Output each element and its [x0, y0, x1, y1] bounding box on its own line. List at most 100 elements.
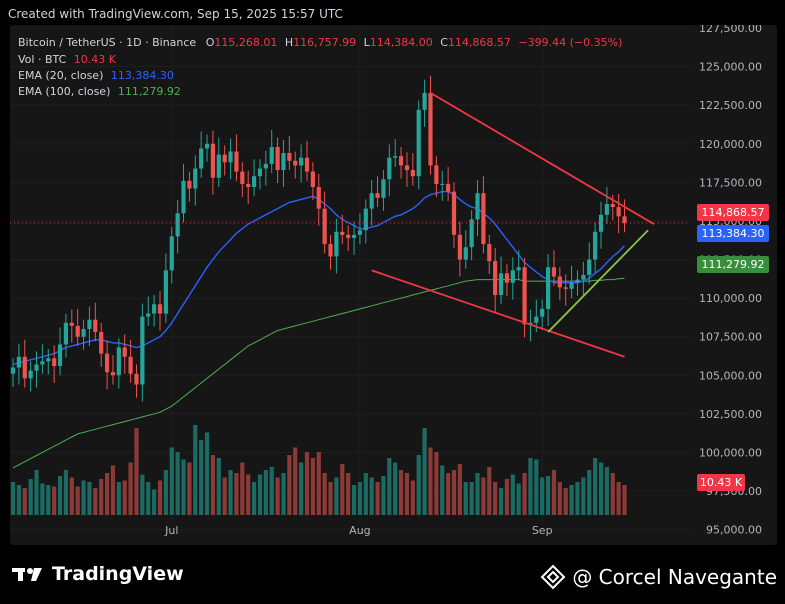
y-axis-tick-label: 102,500.00 [699, 408, 762, 421]
candle-body [387, 157, 392, 180]
candle-body [434, 165, 439, 184]
candle-body [234, 151, 239, 172]
tradingview-logo-icon [12, 568, 42, 581]
x-axis-tick-label: Jul [164, 524, 178, 537]
volume-bar [87, 482, 92, 515]
volume-bar [375, 482, 380, 515]
candle-body [187, 180, 192, 189]
candle-body [287, 153, 292, 161]
volume-bar [551, 470, 557, 515]
volume-bar [416, 455, 421, 515]
candle-body [310, 171, 315, 188]
volume-bar [475, 473, 480, 515]
volume-bar [598, 462, 604, 515]
volume-bar [275, 477, 280, 515]
volume-bar [563, 488, 568, 515]
candle-body [28, 370, 33, 379]
volume-bar [187, 462, 192, 515]
volume-bar [210, 455, 216, 515]
trendline-support [547, 229, 649, 333]
candle-body [316, 187, 321, 209]
candle-body [328, 244, 333, 257]
volume-bar [128, 462, 133, 515]
volume-bar [428, 447, 433, 515]
volume-bar [140, 474, 145, 515]
volume-bar [52, 486, 57, 515]
candle-body [134, 373, 139, 385]
candle-body [587, 259, 592, 275]
legend-ema100-row: EMA (100, close) 111,279.92 [18, 85, 181, 98]
volume-bar [181, 459, 186, 515]
volume-bar [204, 432, 210, 515]
volume-bar [75, 486, 80, 515]
volume-bar [604, 467, 609, 515]
legend-high: 116,757.99 [293, 36, 357, 49]
volume-bar [481, 477, 486, 515]
volume-bar [457, 464, 462, 515]
volume-bar [446, 473, 451, 515]
volume-bar [504, 479, 510, 515]
volume-bar [610, 473, 615, 515]
candle-body [269, 146, 274, 164]
volume-bar [322, 473, 327, 515]
candle-body [10, 367, 16, 374]
volume-bar [199, 440, 204, 515]
candle-body [152, 304, 157, 314]
volume-bar [228, 470, 233, 515]
candle-body [363, 208, 368, 231]
tradingview-logo[interactable]: TradingView [12, 563, 184, 585]
candle-body [304, 157, 310, 172]
candle-body [557, 276, 562, 288]
candle-body [140, 316, 145, 385]
candle-body [175, 213, 180, 237]
volume-bar [398, 470, 404, 515]
volume-bar [622, 485, 627, 515]
candle-body [422, 92, 427, 110]
candle-body [487, 244, 492, 262]
volume-bar [134, 428, 139, 515]
candle-body [410, 170, 415, 177]
candle-body [251, 176, 257, 188]
candle-body [446, 183, 451, 192]
candle-body [469, 219, 474, 248]
legend-low-label: L [363, 36, 370, 49]
volume-bar [357, 482, 363, 515]
volume-bar [498, 488, 504, 515]
ema100-price-tag: 111,279.92 [697, 256, 769, 273]
volume-bar [240, 462, 245, 515]
candle-body [593, 231, 598, 260]
candle-body [99, 332, 104, 354]
volume-bar [146, 482, 151, 515]
legend-close-label: C [440, 36, 448, 49]
candle-body [57, 344, 63, 367]
volume-bar [422, 428, 427, 515]
candlestick-chart[interactable]: 127,500.00 125,000.00 122,500.00 120,000.00… [10, 25, 777, 545]
candle-body [351, 234, 357, 238]
binance-icon [540, 564, 566, 590]
candle-body [369, 193, 374, 209]
volume-bar [557, 482, 562, 515]
candle-body [69, 322, 74, 326]
volume-bar [393, 462, 398, 515]
volume-bar [34, 470, 39, 515]
volume-bar [57, 476, 63, 515]
legend-ema20: 113,384.30 [110, 69, 174, 82]
author-credit: @ Corcel Navegante [540, 564, 777, 590]
chart-panel[interactable]: 127,500.00 125,000.00 122,500.00 120,000.00… [10, 25, 777, 545]
candle-body [199, 148, 204, 169]
candle-body [75, 325, 80, 337]
candle-body [575, 279, 580, 283]
legend-open: 115,268.01 [214, 36, 278, 49]
ema100-line [12, 277, 625, 469]
candle-body [598, 214, 604, 232]
volume-bar [222, 477, 227, 515]
candle-body [281, 153, 286, 171]
created-with-caption: Created with TradingView.com, Sep 15, 20… [8, 7, 343, 21]
candle-body [157, 304, 163, 314]
x-axis-tick-label: Aug [349, 524, 370, 537]
trendline-upper [430, 92, 655, 225]
candle-body [540, 308, 545, 317]
x-axis-tick-label: Sep [532, 524, 553, 537]
legend-close: 114,868.57 [447, 36, 511, 49]
volume-bar [528, 458, 533, 515]
